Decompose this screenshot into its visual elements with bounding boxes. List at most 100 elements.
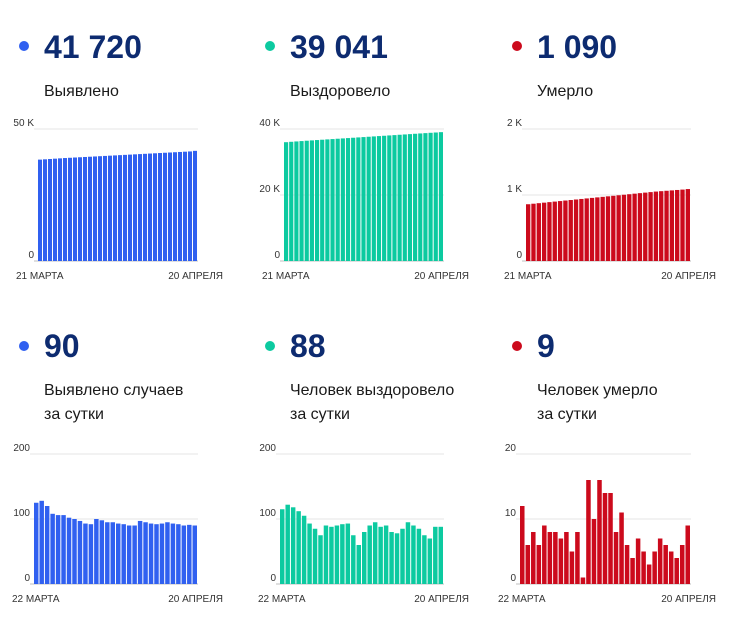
- bar: [547, 202, 552, 261]
- bar: [569, 551, 575, 584]
- bar: [405, 522, 411, 584]
- bar: [284, 142, 289, 261]
- bar: [669, 190, 675, 261]
- bar: [183, 151, 187, 261]
- bar: [416, 528, 422, 584]
- color-dot-icon: [512, 341, 522, 351]
- bar: [165, 522, 170, 584]
- bar: [88, 156, 92, 261]
- stat-value: 41 720: [44, 29, 142, 65]
- y-tick-label: 0: [516, 250, 522, 261]
- bar: [371, 136, 376, 261]
- bar: [133, 154, 137, 261]
- bar: [372, 522, 378, 584]
- bar: [61, 515, 66, 584]
- bar: [176, 524, 181, 584]
- y-tick-label: 0: [510, 573, 516, 584]
- y-tick-label: 0: [274, 250, 280, 261]
- bar: [330, 139, 335, 261]
- bar: [536, 203, 541, 261]
- bar: [433, 526, 438, 584]
- bar: [345, 523, 351, 584]
- bar: [542, 525, 547, 584]
- y-tick-label: 0: [24, 573, 30, 584]
- bar: [83, 523, 88, 584]
- stat-label: Выявлено случаев: [44, 382, 184, 399]
- bar: [356, 137, 361, 261]
- bar: [362, 532, 367, 584]
- y-tick-label: 10: [505, 508, 517, 519]
- bar: [541, 202, 547, 261]
- stat-label: Человек выздоровело: [290, 382, 455, 399]
- bar: [299, 141, 304, 261]
- bar: [318, 535, 323, 584]
- x-end-label: 20 АПРЕЛЯ: [661, 271, 716, 282]
- x-start-label: 22 МАРТА: [12, 594, 60, 605]
- bar: [413, 133, 418, 261]
- bar: [351, 535, 356, 584]
- bar: [181, 525, 187, 584]
- bar: [568, 200, 573, 261]
- bar: [407, 134, 413, 261]
- bar: [641, 551, 646, 584]
- bar: [418, 133, 423, 261]
- bar: [137, 520, 143, 584]
- y-tick-label: 2 K: [507, 118, 522, 129]
- bar: [351, 137, 356, 261]
- bar: [564, 532, 569, 584]
- bar: [320, 139, 325, 261]
- y-tick-label: 40 K: [259, 118, 280, 129]
- bar: [525, 545, 531, 584]
- bar: [630, 558, 635, 584]
- bar: [38, 159, 42, 261]
- bar: [361, 137, 366, 261]
- bar: [383, 525, 389, 584]
- bar: [192, 525, 197, 584]
- bar: [624, 545, 630, 584]
- bar: [366, 136, 371, 261]
- bar: [168, 152, 172, 261]
- bar: [77, 520, 83, 584]
- bar: [88, 524, 94, 584]
- bar: [55, 515, 61, 584]
- bar: [312, 528, 318, 584]
- x-end-label: 20 АПРЕЛЯ: [168, 594, 223, 605]
- bar: [296, 511, 301, 584]
- bar: [73, 157, 77, 261]
- bar: [304, 140, 309, 261]
- y-tick-label: 50 K: [13, 118, 34, 129]
- bar: [301, 515, 307, 584]
- bar: [334, 525, 340, 584]
- stat-label: Умерло: [537, 83, 594, 100]
- bar: [653, 191, 659, 261]
- bar: [616, 195, 621, 261]
- bar: [664, 190, 669, 261]
- stat-value: 88: [290, 328, 326, 364]
- bar: [575, 532, 580, 584]
- color-dot-icon: [512, 41, 522, 51]
- bar: [154, 524, 159, 584]
- color-dot-icon: [265, 341, 275, 351]
- bar: [153, 153, 157, 261]
- x-start-label: 21 МАРТА: [504, 271, 552, 282]
- bar: [637, 193, 643, 261]
- y-tick-label: 200: [13, 443, 30, 454]
- bar: [143, 522, 148, 584]
- bar: [422, 535, 427, 584]
- bar: [63, 158, 67, 261]
- bar: [173, 152, 177, 261]
- stat-value: 1 090: [537, 29, 618, 65]
- stat-sublabel: за сутки: [290, 406, 350, 423]
- bar: [438, 132, 443, 261]
- bar: [552, 201, 557, 261]
- bar: [685, 525, 690, 584]
- bar: [335, 138, 340, 261]
- bar: [66, 517, 72, 584]
- y-tick-label: 0: [270, 573, 276, 584]
- bar: [586, 480, 591, 584]
- bar: [68, 157, 72, 261]
- bar: [356, 545, 361, 584]
- y-tick-label: 200: [259, 443, 276, 454]
- color-dot-icon: [19, 41, 29, 51]
- bar: [148, 153, 152, 261]
